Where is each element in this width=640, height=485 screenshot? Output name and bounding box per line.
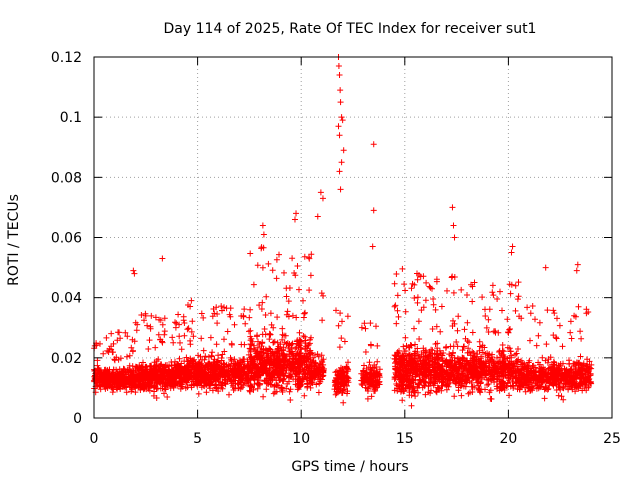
y-tick-label: 0.08 xyxy=(51,170,82,186)
roti-point xyxy=(293,210,300,217)
y-tick-label: 0.04 xyxy=(51,291,82,307)
roti-point-cloud xyxy=(91,244,595,409)
roti-point xyxy=(336,72,343,79)
x-tick-label: 15 xyxy=(396,431,414,447)
roti-point xyxy=(336,132,343,139)
roti-point xyxy=(370,207,377,214)
roti-point xyxy=(338,114,345,121)
x-tick-label: 5 xyxy=(193,431,202,447)
roti-point xyxy=(337,186,344,193)
x-tick-label: 0 xyxy=(90,431,99,447)
roti-point xyxy=(573,267,580,274)
roti-point xyxy=(159,255,166,262)
x-tick-label: 25 xyxy=(603,431,621,447)
roti-point xyxy=(337,87,344,94)
y-tick-label: 0.1 xyxy=(60,110,82,126)
roti-point xyxy=(336,168,343,175)
y-tick-label: 0.12 xyxy=(51,50,82,66)
roti-point xyxy=(574,261,581,268)
roti-point xyxy=(188,297,195,304)
roti-point xyxy=(340,147,347,154)
roti-point xyxy=(542,264,549,271)
roti-point xyxy=(449,204,456,211)
roti-point xyxy=(314,213,321,220)
x-tick-label: 10 xyxy=(292,431,310,447)
roti-point xyxy=(259,222,266,229)
roti-point xyxy=(338,159,345,166)
y-tick-label: 0.02 xyxy=(51,351,82,367)
data-points-layer xyxy=(91,54,595,409)
roti-point xyxy=(369,243,376,250)
roti-point xyxy=(509,243,516,250)
ticks-layer: 0 5 10 15 20 25 0 0.02 0.04 0.06 0.08 0.1 0.12 xyxy=(51,50,621,447)
y-tick-label: 0.06 xyxy=(51,231,82,247)
roti-point xyxy=(450,222,457,229)
roti-point xyxy=(130,267,137,274)
roti-point xyxy=(335,63,342,70)
roti-point xyxy=(451,234,458,241)
chart-title: Day 114 of 2025, Rate Of TEC Index for r… xyxy=(164,21,537,37)
x-tick-label: 20 xyxy=(499,431,517,447)
y-tick-label: 0 xyxy=(73,411,82,427)
y-axis-label: ROTI / TECUs xyxy=(6,194,22,286)
roti-point xyxy=(508,249,515,256)
roti-point xyxy=(291,216,298,223)
x-axis-label: GPS time / hours xyxy=(291,459,408,475)
roti-point xyxy=(131,270,138,277)
roti-point xyxy=(317,189,324,196)
roti-point xyxy=(260,231,267,238)
roti-point xyxy=(319,195,326,202)
roti-point xyxy=(370,141,377,148)
roti-point xyxy=(337,99,344,106)
roti-point xyxy=(335,123,342,130)
roti-point xyxy=(339,117,346,124)
